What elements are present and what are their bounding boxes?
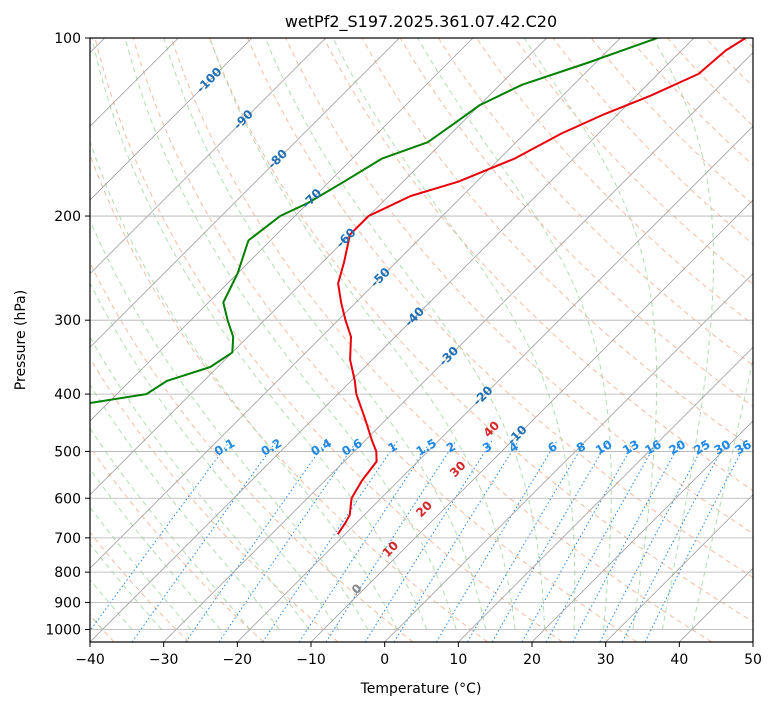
- isotherm-line: [90, 38, 621, 569]
- mixing-ratio-line: [90, 440, 231, 632]
- mixing-ratio-line: [218, 440, 358, 642]
- isotherm-line: [90, 38, 253, 201]
- dry-adiabat: [94, 38, 563, 642]
- mixing-ratio-line: [262, 440, 399, 642]
- isotherm-line: [163, 52, 753, 642]
- isotherm-line: [310, 199, 753, 642]
- mixing-ratio-line: [325, 440, 457, 642]
- dry-adiabat: [247, 38, 753, 578]
- y-tick-label: 200: [54, 209, 81, 225]
- dry-adiabat: [170, 38, 712, 642]
- isotherm-line: [531, 420, 753, 642]
- dry-adiabat: [399, 38, 753, 408]
- moist-adiabat: [90, 383, 280, 630]
- y-tick-label: 900: [54, 595, 81, 611]
- dry-adiabat: [132, 38, 638, 642]
- x-tick-label: 40: [670, 652, 688, 668]
- moist-adiabat: [652, 38, 714, 630]
- mixing-ratio-line: [467, 440, 586, 642]
- y-tick-label: 100: [54, 31, 81, 47]
- y-tick-label: 400: [54, 387, 81, 403]
- moist-adiabat: [124, 38, 457, 630]
- axes: −40 −30 −20 −10 0 10 20 30 40 50 1000 900 800 700 600 5…: [45, 31, 762, 668]
- moist-adiabat: [163, 38, 487, 630]
- y-tick-label: 800: [54, 565, 81, 581]
- dewpoint-line: [90, 38, 658, 405]
- moist-adiabat: [691, 356, 753, 630]
- mixing-ratio-line: [435, 440, 558, 642]
- x-tick-label: 10: [449, 652, 467, 668]
- x-tick-label: 20: [523, 652, 541, 668]
- isotherm-line: [605, 494, 753, 642]
- isotherm-line: [384, 273, 753, 642]
- y-tick-label: 600: [54, 491, 81, 507]
- mixing-ratio-line: [185, 440, 327, 642]
- profiles: [90, 38, 747, 535]
- mixing-ratio-line: [491, 440, 609, 642]
- temperature-line: [336, 38, 747, 535]
- isotherm-line: [458, 346, 753, 642]
- x-axis-title: Temperature (°C): [360, 681, 482, 697]
- dry-adiabat: [90, 531, 190, 642]
- x-tick-label: 0: [380, 652, 389, 668]
- moist-adiabat: [90, 218, 369, 630]
- dry-adiabat: [90, 357, 339, 642]
- dry-adiabat: [90, 446, 264, 642]
- moist-adiabat: [90, 468, 221, 630]
- x-tick-label: −20: [223, 652, 253, 668]
- isotherm-line: [90, 38, 547, 496]
- moist-adiabat: [90, 139, 398, 630]
- moist-adiabat: [417, 38, 612, 630]
- mixing-ratio-line: [298, 440, 432, 642]
- moist-adiabat: [523, 38, 658, 630]
- chart-title: wetPf2_S197.2025.361.07.42.C20: [285, 12, 557, 32]
- moist-adiabat: [90, 427, 251, 630]
- plot-frame: [89, 37, 754, 643]
- y-tick-label: 500: [54, 444, 81, 460]
- x-tick-label: −40: [75, 652, 105, 668]
- background-lines: [90, 38, 753, 642]
- mixing-ratio-line: [521, 440, 636, 642]
- moist-adiabat: [264, 38, 545, 630]
- dry-adiabat: [90, 153, 488, 642]
- y-tick-label: 300: [54, 313, 81, 329]
- isotherm-line: [90, 38, 326, 275]
- isotherm-line: [90, 38, 695, 642]
- isotherm-line: [90, 38, 474, 422]
- moist-adiabat: [90, 578, 133, 630]
- mixing-ratio-label: 36: [732, 437, 753, 457]
- isotherm-line: [237, 125, 753, 642]
- mixing-ratio-line: [364, 440, 493, 642]
- x-tick-label: 50: [744, 652, 762, 668]
- y-tick-label: 1000: [45, 622, 81, 638]
- x-tick-label: −30: [149, 652, 179, 668]
- y-axis-title: Pressure (hPa): [13, 290, 29, 390]
- moist-adiabat: [90, 543, 162, 630]
- moist-adiabat: [91, 38, 428, 630]
- x-tick-label: 30: [597, 652, 615, 668]
- mixing-ratio-line: [545, 440, 658, 642]
- dry-adiabat: [514, 38, 753, 285]
- moist-adiabat: [90, 506, 192, 630]
- grid-lines: [90, 38, 753, 642]
- moist-adiabat: [332, 38, 576, 630]
- mixing-ratio-line: [644, 440, 748, 642]
- x-tick-label: −10: [296, 652, 326, 668]
- dry-adiabat: [209, 38, 753, 623]
- isotherm-line: [90, 38, 400, 348]
- y-tick-label: 700: [54, 531, 81, 547]
